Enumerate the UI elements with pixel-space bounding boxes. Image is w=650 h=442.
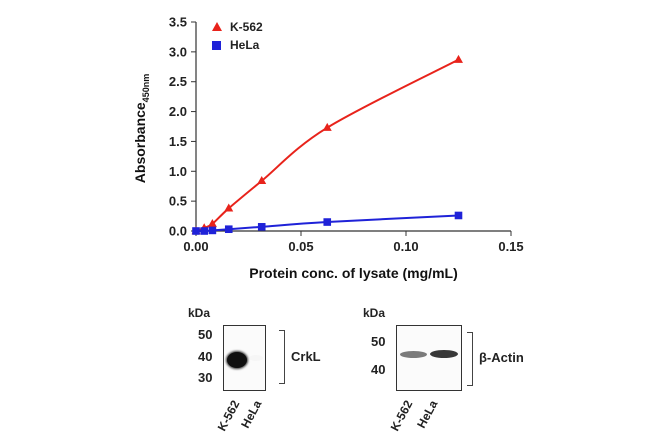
legend-label: K-562 [230, 20, 263, 34]
legend-marker [212, 22, 222, 31]
lane-label-k562: K-562 [214, 398, 243, 434]
lane-label-hela: HeLa [414, 398, 441, 431]
data-point [454, 211, 463, 220]
data-point [454, 54, 463, 63]
lane-label-hela: HeLa [238, 398, 265, 431]
y-tick-label: 2.5 [169, 74, 187, 89]
marker-50: 50 [371, 334, 386, 349]
protein-label: β-Actin [479, 350, 524, 365]
marker-30: 30 [198, 370, 213, 385]
band-k562 [227, 352, 247, 368]
data-point [323, 218, 332, 226]
x-tick-label: 0.10 [393, 239, 418, 254]
legend-label: HeLa [230, 38, 260, 52]
blot-membrane [223, 325, 266, 391]
y-tick-label: 3.5 [169, 15, 187, 30]
bracket [279, 330, 285, 384]
marker-40: 40 [198, 349, 213, 364]
marker-40: 40 [371, 362, 386, 377]
data-point [207, 219, 217, 228]
x-axis-title: Protein conc. of lysate (mg/mL) [249, 265, 457, 281]
data-point [322, 122, 332, 131]
kda-title: kDa [188, 306, 211, 320]
protein-label: CrkL [291, 349, 321, 364]
band-hela [430, 350, 458, 358]
y-tick-label: 1.5 [169, 134, 187, 149]
y-axis-title: Absorbance450nm [132, 74, 151, 183]
band-hela [249, 355, 263, 361]
band-k562 [400, 351, 427, 358]
y-tick-label: 3.0 [169, 44, 187, 59]
y-tick-label: 2.0 [169, 104, 187, 119]
y-tick-label: 0.0 [169, 224, 187, 239]
lane-label-k562: K-562 [387, 398, 416, 434]
x-tick-label: 0.00 [183, 239, 208, 254]
series-line-k-562 [195, 58, 459, 232]
data-point [208, 226, 217, 235]
data-point [224, 203, 234, 212]
data-point [257, 176, 267, 185]
y-tick-label: 0.5 [169, 194, 187, 209]
blot-membrane [396, 325, 462, 391]
x-tick-label: 0.15 [498, 239, 523, 254]
legend-marker [212, 41, 221, 50]
data-point [257, 223, 266, 231]
data-point [224, 225, 233, 234]
elisa-chart: 0.0 0.5 1.0 1.5 2.0 2.5 3.0 3.5 0.00 0.05 0.10 0.15… [132, 15, 524, 282]
kda-title: kDa [363, 306, 386, 320]
data-point [200, 227, 208, 235]
x-tick-label: 0.05 [288, 239, 313, 254]
y-tick-label: 1.0 [169, 164, 187, 179]
marker-50: 50 [198, 327, 213, 342]
bracket [467, 332, 473, 386]
data-point [192, 227, 200, 235]
